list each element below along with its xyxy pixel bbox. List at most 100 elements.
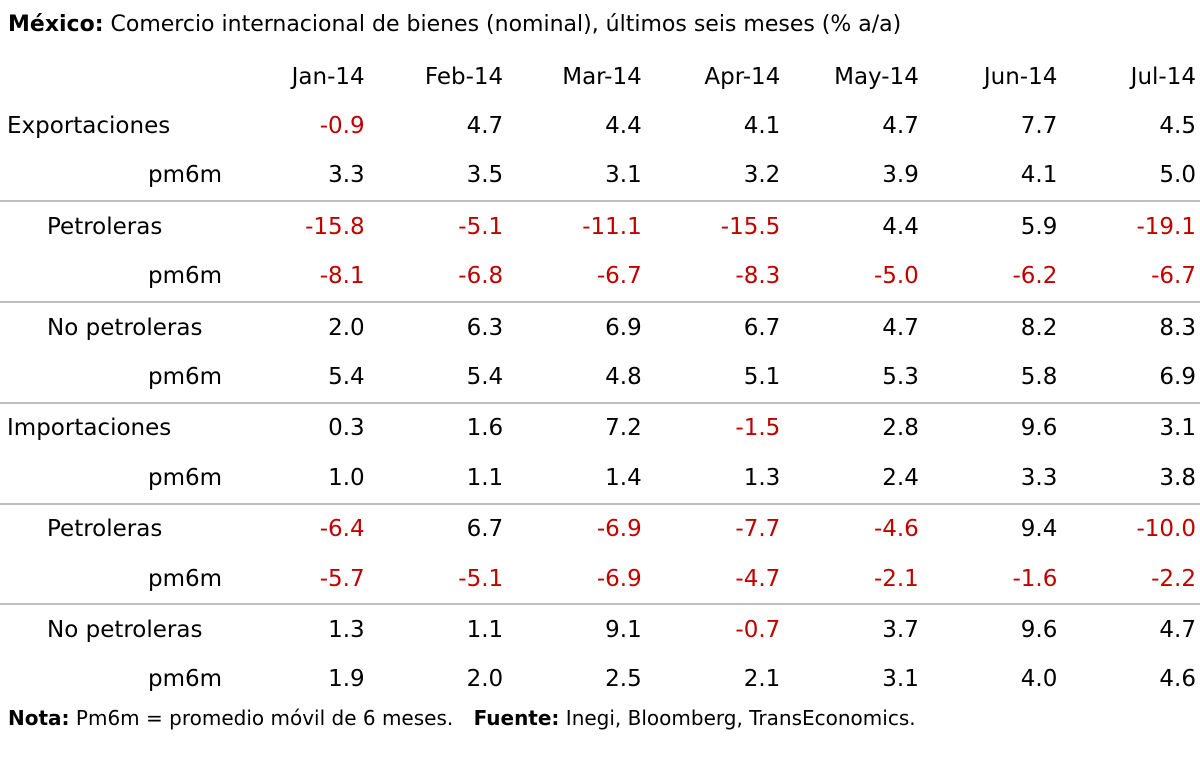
table-cell: -15.5 <box>645 200 785 252</box>
table-cell: -5.7 <box>319 565 365 592</box>
table-cell: 9.6 <box>922 603 1062 655</box>
table-cell: -6.7 <box>1151 263 1196 290</box>
row-label: Petroleras <box>0 502 231 554</box>
table-cell: 4.7 <box>1061 603 1200 655</box>
table-cell: 2.0 <box>230 300 369 353</box>
row-label: Petroleras <box>0 200 231 252</box>
footnote: Nota: Pm6m = promedio móvil de 6 meses. … <box>8 703 916 733</box>
table-cell: 4.4 <box>784 200 923 252</box>
table-cell: 9.4 <box>922 502 1062 554</box>
table-cell: 4.1 <box>1020 162 1058 189</box>
table-cell: 9.6 <box>922 401 1062 454</box>
table-cell: -4.6 <box>784 502 923 554</box>
table-cell: 3.3 <box>328 162 365 189</box>
table-cell: 6.7 <box>645 300 785 353</box>
table-cell: 9.1 <box>507 603 646 655</box>
table-cell: 6.9 <box>1159 364 1196 391</box>
trade-table: Jan-14 Feb-14 Mar-14 Apr-14 May-14 Jun-1… <box>0 52 1200 704</box>
row-label: Importaciones <box>0 401 231 454</box>
column-header: Jul-14 <box>1130 63 1196 90</box>
table-row: pm6m -5.7 -5.1 -6.9 -4.7 -2.1 -1.6 -2.2 <box>0 554 1200 604</box>
table-cell: 2.0 <box>466 666 504 693</box>
table-cell: -8.1 <box>319 263 365 290</box>
table-cell: 4.8 <box>605 364 642 391</box>
table-cell: 8.2 <box>922 300 1062 353</box>
table-row: Importaciones 0.3 1.6 7.2 -1.5 2.8 9.6 3.1 <box>0 401 1200 454</box>
table-cell: 2.4 <box>882 464 919 491</box>
table-cell: -0.9 <box>319 113 365 140</box>
column-header: Feb-14 <box>424 63 504 90</box>
table-row: pm6m 1.9 2.0 2.5 2.1 3.1 4.0 4.6 <box>0 655 1200 704</box>
table-row: No petroleras 2.0 6.3 6.9 6.7 4.7 8.2 8.3 <box>0 300 1200 353</box>
table-cell: 0.3 <box>230 401 369 454</box>
table-cell: 5.0 <box>1159 162 1196 189</box>
table-cell: 1.0 <box>328 464 365 491</box>
table-cell: -2.2 <box>1151 565 1196 592</box>
table-cell: 2.5 <box>605 666 642 693</box>
table-body: Exportaciones -0.9 4.7 4.4 4.1 4.7 7.7 4.5 pm6m 3… <box>0 101 1200 704</box>
title-country: México: <box>8 12 104 37</box>
table-cell: -0.7 <box>645 603 785 655</box>
table-row: pm6m 1.0 1.1 1.4 1.3 2.4 3.3 3.8 <box>0 453 1200 503</box>
table-cell: 5.4 <box>466 364 504 391</box>
table-title: México: Comercio internacional de bienes… <box>8 10 901 40</box>
column-header: May-14 <box>834 63 919 90</box>
row-label: pm6m <box>148 263 223 290</box>
header-corner <box>0 52 230 101</box>
source-text: Inegi, Bloomberg, TransEconomics. <box>565 706 916 730</box>
table-cell: 4.5 <box>1159 113 1196 140</box>
table-row: pm6m 5.4 5.4 4.8 5.1 5.3 5.8 6.9 <box>0 352 1200 402</box>
table-cell: 6.3 <box>368 300 508 353</box>
table-cell: -11.1 <box>507 200 646 252</box>
title-text: Comercio internacional de bienes (nomina… <box>110 12 902 37</box>
table-cell: 1.6 <box>368 401 508 454</box>
row-label: pm6m <box>148 364 223 391</box>
table-cell: -6.9 <box>596 565 642 592</box>
column-header: Jan-14 <box>291 63 365 90</box>
column-header: Jun-14 <box>983 63 1058 90</box>
table-row: pm6m -8.1 -6.8 -6.7 -8.3 -5.0 -6.2 -6.7 <box>0 252 1200 302</box>
table-cell: 3.7 <box>784 603 923 655</box>
table-cell: 1.1 <box>368 603 508 655</box>
table-cell: 3.1 <box>1061 401 1200 454</box>
table-cell: 4.1 <box>743 113 781 140</box>
table-cell: -1.5 <box>645 401 785 454</box>
table-cell: 4.7 <box>784 300 923 353</box>
row-label: pm6m <box>148 565 223 592</box>
table-cell: -2.1 <box>873 565 919 592</box>
table-cell: 4.7 <box>882 113 919 140</box>
table-cell: 7.2 <box>507 401 646 454</box>
table-cell: 1.3 <box>743 464 781 491</box>
table-cell: 5.3 <box>882 364 919 391</box>
table-cell: 1.3 <box>230 603 369 655</box>
table-cell: 4.7 <box>466 113 504 140</box>
table-cell: -4.7 <box>735 565 781 592</box>
table-cell: 4.0 <box>1020 666 1058 693</box>
header-row: Jan-14 Feb-14 Mar-14 Apr-14 May-14 Jun-1… <box>0 52 1200 101</box>
table-cell: -1.6 <box>1012 565 1058 592</box>
table-cell: 4.4 <box>605 113 642 140</box>
table-row: Exportaciones -0.9 4.7 4.4 4.1 4.7 7.7 4.5 <box>0 101 1200 150</box>
table-cell: 3.5 <box>466 162 504 189</box>
row-label: No petroleras <box>0 603 231 655</box>
row-label: pm6m <box>148 666 223 693</box>
table-cell: 6.9 <box>507 300 646 353</box>
table-row: Petroleras -6.4 6.7 -6.9 -7.7 -4.6 9.4 -10.0 <box>0 502 1200 554</box>
table-cell: 2.8 <box>784 401 923 454</box>
source-label: Fuente: <box>473 706 560 730</box>
table-cell: 5.1 <box>743 364 781 391</box>
row-label: No petroleras <box>0 300 231 353</box>
table-cell: -6.4 <box>230 502 369 554</box>
table-cell: 3.8 <box>1159 464 1196 491</box>
table-cell: 3.1 <box>605 162 642 189</box>
table-cell: -6.8 <box>458 263 504 290</box>
table-cell: 7.7 <box>1020 113 1058 140</box>
table-cell: -5.0 <box>873 263 919 290</box>
row-label: pm6m <box>148 464 223 491</box>
column-header: Mar-14 <box>562 63 642 90</box>
table-cell: -5.1 <box>368 200 508 252</box>
table-cell: 3.3 <box>1020 464 1058 491</box>
table-row: No petroleras 1.3 1.1 9.1 -0.7 3.7 9.6 4.7 <box>0 603 1200 655</box>
table-cell: 5.9 <box>922 200 1062 252</box>
table-cell: 8.3 <box>1061 300 1200 353</box>
